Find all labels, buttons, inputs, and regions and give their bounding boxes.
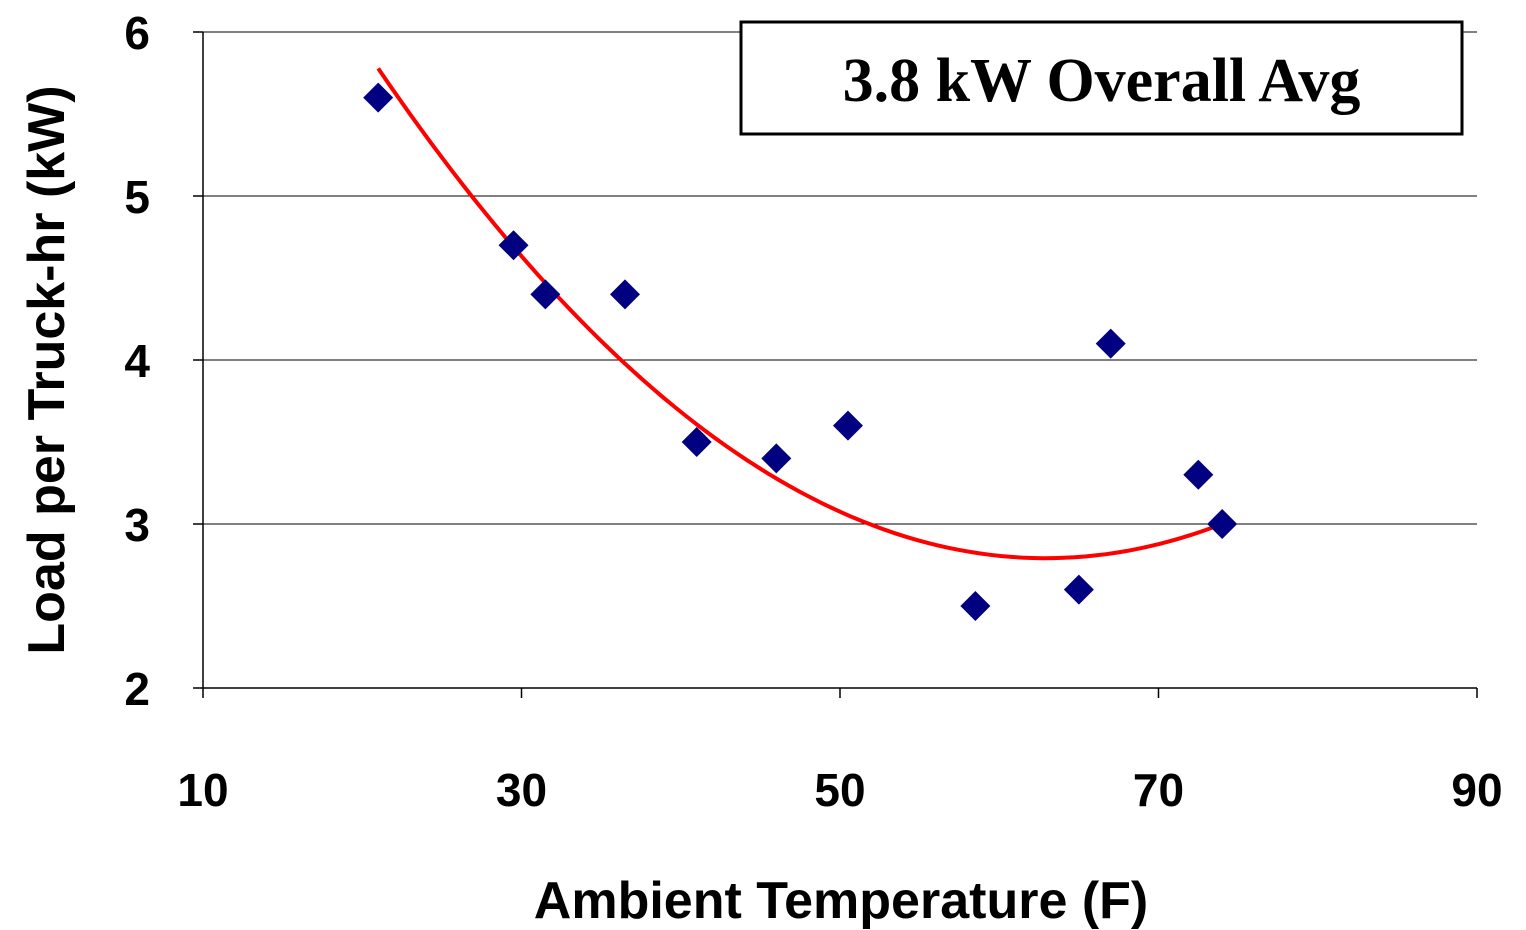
- trendline-group: [376, 67, 1223, 561]
- data-point: [363, 82, 394, 113]
- y-tick-label: 2: [124, 663, 150, 715]
- trendline: [376, 67, 1223, 561]
- y-tick-label: 6: [124, 7, 150, 59]
- annotation-box: 3.8 kW Overall Avg: [739, 20, 1464, 136]
- data-point: [498, 230, 529, 261]
- x-axis-title: Ambient Temperature (F): [534, 872, 1148, 930]
- data-point: [530, 279, 561, 310]
- data-point: [761, 443, 792, 474]
- data-point: [1207, 509, 1238, 539]
- data-point: [610, 279, 641, 310]
- data-point: [1063, 574, 1094, 605]
- y-tick-label: 3: [124, 499, 150, 551]
- x-tick-label: 50: [814, 764, 865, 816]
- data-point: [1095, 328, 1126, 359]
- y-tick-label: 4: [124, 335, 150, 387]
- data-point: [832, 410, 863, 441]
- x-tick-label: 90: [1451, 764, 1502, 816]
- x-tick-label: 30: [496, 764, 547, 816]
- x-tick-label: 70: [1133, 764, 1184, 816]
- x-tick-label: 10: [177, 764, 228, 816]
- data-points: [363, 82, 1238, 621]
- annotation-text: 3.8 kW Overall Avg: [843, 47, 1361, 115]
- tick-labels: 2 3 4 5 6 10 30 50 70 90: [124, 7, 1502, 816]
- y-axis-title: Load per Truck-hr (kW): [18, 85, 76, 654]
- data-point: [960, 591, 991, 621]
- data-point: [681, 427, 712, 457]
- y-tick-label: 5: [124, 171, 150, 223]
- data-point: [1183, 459, 1214, 490]
